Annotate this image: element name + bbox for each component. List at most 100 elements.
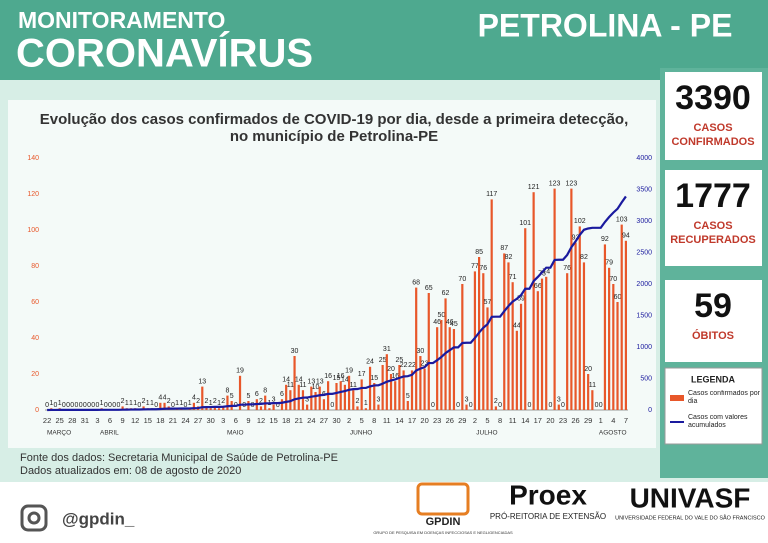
month-label: MAIO [227, 430, 244, 437]
data-label: 79 [605, 260, 613, 267]
stat-value: 1777 [675, 177, 751, 215]
bar [587, 374, 590, 410]
data-label: 20 [584, 366, 592, 373]
data-label: 23 [421, 360, 429, 367]
data-label: 44 [513, 323, 521, 330]
gpdin-sub: GRUPO DE PESQUISA EM DOENÇAS INFECCIOSAS… [373, 530, 513, 535]
x-tick-label: 2 [473, 416, 477, 425]
x-tick-label: 3 [221, 416, 225, 425]
x-tick-label: 5 [360, 416, 364, 425]
bar [389, 374, 393, 410]
data-label: 19 [236, 368, 244, 375]
bar [419, 356, 422, 410]
bar [511, 282, 514, 410]
x-tick-label: 3 [95, 416, 99, 425]
data-label: 15 [333, 375, 341, 382]
data-label: 5 [406, 393, 410, 400]
data-label: 1 [175, 400, 179, 407]
bar [222, 406, 225, 410]
x-tick-label: 29 [458, 416, 466, 425]
header-main: CORONAVÍRUS [16, 31, 313, 76]
data-label: 13 [316, 378, 324, 385]
data-label: 2 [259, 398, 263, 405]
bar [574, 242, 577, 410]
bar [448, 327, 451, 410]
data-label: 0 [456, 402, 460, 409]
y2-tick-label: 4000 [636, 155, 652, 162]
y-tick-label: 0 [35, 407, 39, 414]
bar [570, 188, 573, 410]
bar [473, 271, 477, 410]
x-tick-label: 24 [307, 416, 315, 425]
data-label: 22 [408, 362, 416, 369]
handle: @gpdin_ [62, 509, 135, 528]
x-tick-label: 1 [599, 416, 603, 425]
header-top: MONITORAMENTO [18, 7, 225, 33]
data-label: 102 [574, 218, 586, 225]
x-tick-label: 22 [43, 416, 51, 425]
bar [402, 370, 405, 410]
bar [163, 402, 166, 410]
data-label: 0 [75, 402, 79, 409]
x-tick-label: 7 [624, 416, 628, 425]
data-label: 0 [70, 402, 74, 409]
data-label: 101 [519, 220, 531, 227]
bar [515, 330, 518, 410]
bar [360, 379, 363, 410]
chart-title: no município de Petrolina-PE [230, 128, 438, 145]
bar [398, 365, 401, 410]
data-label: 15 [370, 375, 378, 382]
x-tick-label: 14 [395, 416, 403, 425]
data-label: 50 [437, 312, 445, 319]
data-label: 8 [225, 387, 229, 394]
bar [415, 287, 418, 410]
x-tick-label: 8 [498, 416, 502, 425]
bar [620, 224, 623, 410]
bar [285, 384, 288, 410]
data-label: 1 [364, 400, 368, 407]
data-label: 1 [150, 400, 154, 407]
x-tick-label: 12 [257, 416, 265, 425]
x-tick-label: 6 [108, 416, 112, 425]
data-label: 14 [341, 377, 349, 384]
data-label: 0 [171, 402, 175, 409]
y-tick-label: 100 [27, 227, 39, 234]
gpdin-logo [416, 482, 470, 516]
x-tick-label: 15 [269, 416, 277, 425]
data-label: 65 [425, 285, 433, 292]
bar [293, 356, 296, 410]
y-tick-label: 120 [27, 191, 39, 198]
data-label: 0 [276, 402, 280, 409]
data-label: 1 [58, 400, 62, 407]
data-label: 4 [192, 395, 196, 402]
y-tick-label: 60 [31, 299, 39, 306]
x-tick-label: 8 [372, 416, 376, 425]
data-label: 11 [287, 382, 294, 389]
data-label: 0 [45, 402, 49, 409]
data-label: 22 [400, 362, 408, 369]
data-label: 46 [446, 319, 454, 326]
legend-box [664, 367, 763, 445]
bar [536, 291, 539, 410]
bar [247, 401, 250, 410]
data-label: 103 [616, 216, 628, 223]
x-tick-label: 18 [282, 416, 290, 425]
data-label: 0 [104, 402, 108, 409]
data-label: 1 [133, 400, 137, 407]
data-label: 73 [538, 270, 546, 277]
stat-label: CASOS [693, 122, 732, 134]
data-label: 87 [500, 245, 508, 252]
data-label: 121 [528, 184, 540, 191]
data-label: 1 [100, 400, 104, 407]
y-tick-label: 40 [31, 335, 39, 342]
bar [519, 303, 523, 410]
bar [226, 395, 229, 410]
data-label: 6 [255, 391, 259, 398]
bar [486, 307, 489, 410]
data-label: 0 [548, 402, 552, 409]
bar [364, 408, 367, 410]
x-tick-label: 23 [559, 416, 567, 425]
bar [192, 402, 195, 410]
data-label: 6 [280, 391, 284, 398]
bar [310, 386, 313, 410]
